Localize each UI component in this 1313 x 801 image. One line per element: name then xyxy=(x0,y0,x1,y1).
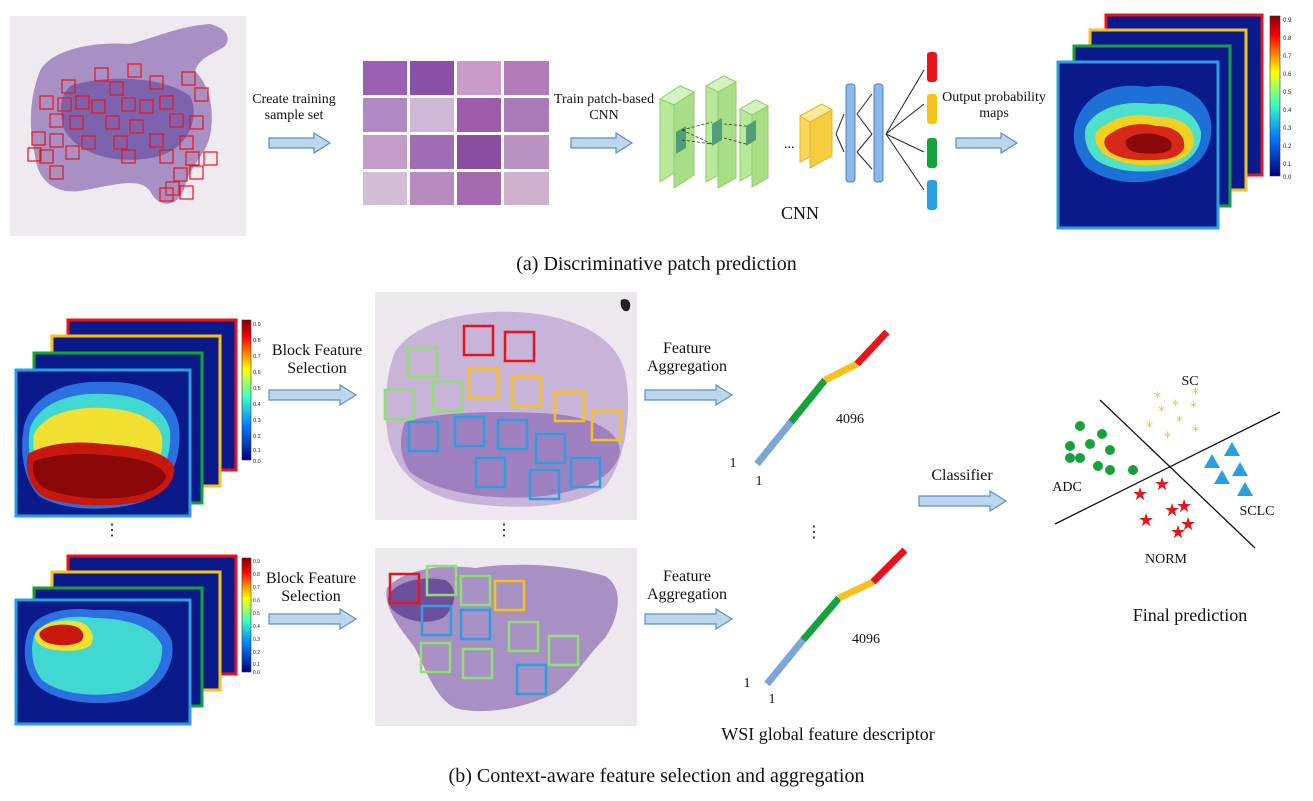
wsi-block-selection-top xyxy=(375,292,637,520)
arrow-icon xyxy=(268,384,358,406)
vector-one-top-a: 1 xyxy=(729,456,737,471)
svg-text:0.5: 0.5 xyxy=(253,611,260,617)
svg-text:*: * xyxy=(1154,390,1161,406)
block-feature-selection-bottom: Block Feature Selection xyxy=(265,570,357,606)
colorbar-a: 0.9 0.8 0.7 0.6 0.5 0.4 0.3 0.2 0.1 0.0 xyxy=(1269,15,1292,180)
svg-text:*: * xyxy=(1146,420,1153,436)
svg-text:★: ★ xyxy=(1138,510,1154,531)
class-adc: ADC xyxy=(1052,480,1082,495)
svg-text:0.2: 0.2 xyxy=(253,434,261,440)
create-training-label: Create training sample set xyxy=(252,92,336,124)
caption-a: (a) Discriminative patch prediction xyxy=(516,253,797,275)
svg-text:0.6: 0.6 xyxy=(253,598,260,604)
svg-text:*: * xyxy=(1158,404,1165,420)
svg-text:*: * xyxy=(1164,430,1171,446)
arrow-icon xyxy=(644,384,734,406)
svg-text:0.5: 0.5 xyxy=(1283,90,1292,96)
feature-aggregation-bottom: Feature Aggregation xyxy=(647,568,727,604)
svg-text:*: * xyxy=(1176,414,1183,430)
class-sclc: SCLC xyxy=(1239,504,1275,519)
output-maps-label: Output probability maps xyxy=(942,90,1046,122)
train-cnn-label: Train patch-based CNN xyxy=(553,92,655,124)
svg-text:0.1: 0.1 xyxy=(1283,162,1292,168)
svg-text:0.1: 0.1 xyxy=(253,448,261,454)
svg-text:0.2: 0.2 xyxy=(253,650,260,656)
vector-one-top-b: 1 xyxy=(755,474,763,489)
colorbar-b-bottom: 0.9 0.8 0.7 0.6 0.5 0.4 0.3 0.2 0.1 0.0 xyxy=(241,557,260,676)
wsi-training-slide xyxy=(10,16,246,236)
arrow-icon xyxy=(644,608,734,630)
svg-text:0.1: 0.1 xyxy=(253,662,260,668)
svg-text:0.8: 0.8 xyxy=(253,572,260,578)
svg-text:0.9: 0.9 xyxy=(1283,18,1292,24)
svg-text:0.4: 0.4 xyxy=(1283,108,1292,114)
svg-text:0.2: 0.2 xyxy=(1283,144,1292,150)
heatmap-stack-bottom xyxy=(14,554,238,726)
svg-text:0.6: 0.6 xyxy=(1283,72,1292,78)
caption-b: (b) Context-aware feature selection and … xyxy=(448,765,865,787)
arrow-icon xyxy=(268,608,358,630)
class-norm: NORM xyxy=(1144,552,1187,567)
cnn-dots: ... xyxy=(784,137,795,152)
probability-maps-stack xyxy=(1056,13,1264,230)
svg-text:0.9: 0.9 xyxy=(253,559,260,565)
svg-text:0.7: 0.7 xyxy=(253,354,261,360)
ellipsis-right: ⋮ xyxy=(806,524,822,541)
vector-length-top: 4096 xyxy=(836,412,864,427)
arrow-icon xyxy=(918,490,1008,512)
classifier-label: Classifier xyxy=(931,467,993,484)
wsi-block-selection-bottom xyxy=(375,548,637,726)
colorbar-b-top: 0.9 0.8 0.7 0.6 0.5 0.4 0.3 0.2 0.1 0.0 xyxy=(241,319,261,464)
svg-text:0.4: 0.4 xyxy=(253,624,260,630)
svg-text:0.4: 0.4 xyxy=(253,402,261,408)
vector-one-bottom-a: 1 xyxy=(743,676,751,691)
ellipsis-left: ⋮ xyxy=(104,522,120,539)
block-feature-selection-top: Block Feature Selection xyxy=(271,342,363,378)
arrow-icon xyxy=(955,132,1019,154)
feature-aggregation-top: Feature Aggregation xyxy=(647,340,727,376)
feature-vector-top xyxy=(754,329,890,467)
arrow-icon xyxy=(268,132,332,154)
svg-text:0.0: 0.0 xyxy=(253,459,261,464)
arrow-icon xyxy=(570,132,634,154)
svg-text:0.3: 0.3 xyxy=(253,637,260,643)
svg-text:*: * xyxy=(1192,386,1199,402)
svg-text:0.7: 0.7 xyxy=(253,585,260,591)
svg-text:★: ★ xyxy=(1154,474,1170,495)
vector-length-bottom: 4096 xyxy=(852,632,880,647)
ellipsis-middle: ⋮ xyxy=(496,522,512,539)
svg-text:0.5: 0.5 xyxy=(253,386,261,392)
final-prediction-label: Final prediction xyxy=(1132,605,1248,625)
svg-text:0.7: 0.7 xyxy=(1283,54,1292,60)
svg-text:0.8: 0.8 xyxy=(253,338,261,344)
feature-vector-bottom xyxy=(764,547,908,687)
svg-text:0.3: 0.3 xyxy=(253,418,261,424)
vector-one-bottom-b: 1 xyxy=(768,692,776,707)
svg-text:0.9: 0.9 xyxy=(253,322,261,328)
class-sc: SC xyxy=(1181,374,1199,389)
cnn-label: CNN xyxy=(780,203,819,223)
svg-text:*: * xyxy=(1172,398,1179,414)
training-patch-grid xyxy=(362,60,550,206)
svg-text:0.8: 0.8 xyxy=(1283,36,1292,42)
svg-text:★: ★ xyxy=(1132,484,1148,505)
svg-text:0.0: 0.0 xyxy=(253,670,260,676)
svg-text:*: * xyxy=(1190,400,1197,416)
svg-text:0.6: 0.6 xyxy=(253,370,261,376)
svg-text:0.3: 0.3 xyxy=(1283,126,1292,132)
cnn-diagram: ... xyxy=(658,52,937,210)
svg-text:★: ★ xyxy=(1180,514,1196,535)
svg-text:★: ★ xyxy=(1176,496,1192,517)
svg-text:★: ★ xyxy=(1170,522,1186,543)
wsi-descriptor-label: WSI global feature descriptor xyxy=(721,724,935,744)
svg-text:0.0: 0.0 xyxy=(1283,175,1292,180)
svg-text:*: * xyxy=(1192,424,1199,440)
svg-text:★: ★ xyxy=(1164,500,1180,521)
heatmap-stack-top xyxy=(14,318,238,518)
classification-scatter: * ** * ** ** * ★ ★★ ★★ ★★ xyxy=(1054,386,1281,549)
